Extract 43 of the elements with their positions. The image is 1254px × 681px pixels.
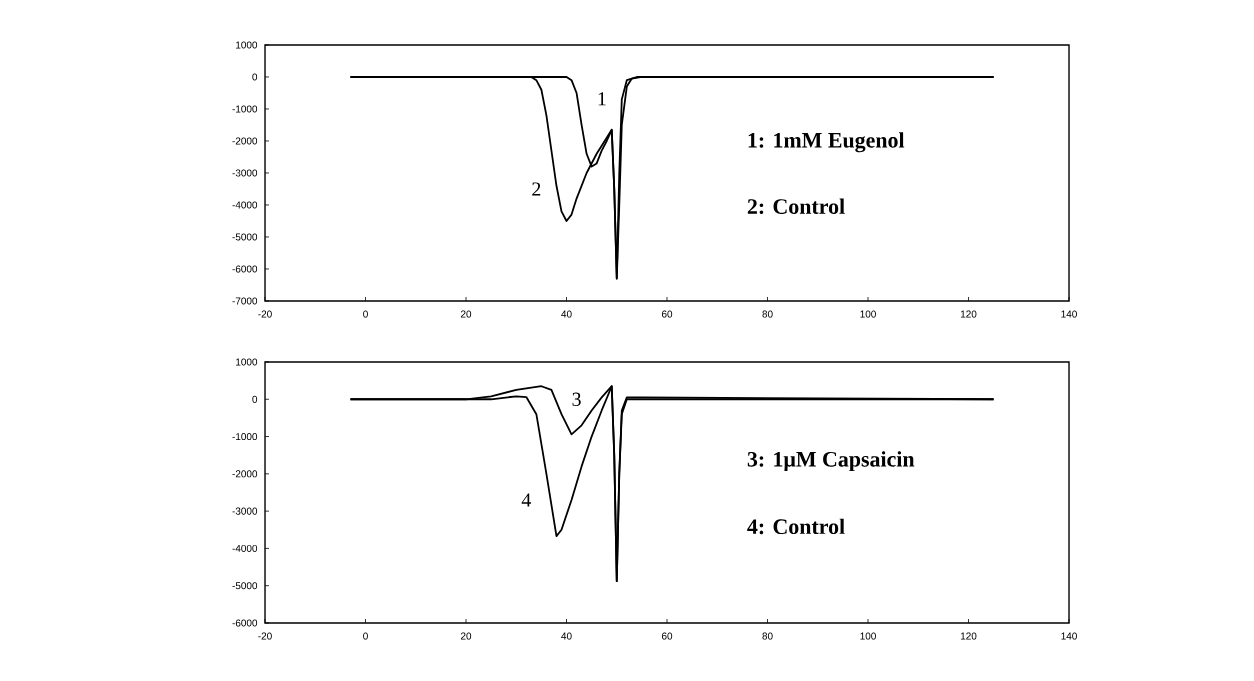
y-tick-label: 1000 xyxy=(236,358,258,366)
annotation: 2: Control xyxy=(747,198,845,215)
y-tick-label: -2000 xyxy=(232,470,258,478)
series-label: 2 xyxy=(532,182,541,196)
y-tick-label: -3000 xyxy=(232,507,258,515)
annotation: 3: 1μM Capsaicin xyxy=(747,451,915,472)
x-tick-label: 140 xyxy=(1061,310,1077,318)
x-tick-label: 140 xyxy=(1061,632,1077,640)
x-tick-label: 100 xyxy=(860,310,876,318)
x-tick-label: 40 xyxy=(561,310,572,318)
x-tick-label: 20 xyxy=(460,310,472,318)
series-label: 1 xyxy=(598,92,606,106)
annotation: 4: Control xyxy=(747,518,845,535)
x-tick-label: 100 xyxy=(860,632,876,640)
y-tick-label: -6000 xyxy=(232,265,258,273)
x-tick-label: 80 xyxy=(762,310,773,318)
x-tick-label: 60 xyxy=(661,632,673,640)
x-tick-label: 60 xyxy=(661,310,673,318)
y-tick-label: 1000 xyxy=(236,41,258,49)
y-tick-label: -3000 xyxy=(232,169,258,177)
y-tick-label: -1000 xyxy=(232,433,258,441)
x-tick-label: -20 xyxy=(258,632,272,640)
x-tick-label: 20 xyxy=(460,632,472,640)
y-tick-label: -7000 xyxy=(232,297,258,305)
x-tick-label: 120 xyxy=(960,310,977,318)
y-tick-label: -5000 xyxy=(232,233,258,241)
x-tick-label: 0 xyxy=(363,632,368,640)
x-tick-label: 0 xyxy=(363,310,368,318)
y-tick-label: 0 xyxy=(252,395,258,403)
y-tick-label: -1000 xyxy=(232,105,258,113)
x-tick-label: 40 xyxy=(561,632,572,640)
y-tick-label: -2000 xyxy=(232,137,258,145)
y-tick-label: -5000 xyxy=(232,582,258,590)
x-tick-label: -20 xyxy=(258,310,272,318)
y-tick-label: -4000 xyxy=(232,544,258,552)
series-label: 3 xyxy=(572,392,581,406)
y-tick-label: 0 xyxy=(252,73,258,81)
x-tick-label: 80 xyxy=(762,632,773,640)
x-tick-label: 120 xyxy=(960,632,977,640)
y-tick-label: -6000 xyxy=(232,619,258,627)
y-tick-label: -4000 xyxy=(232,201,258,209)
annotation: 1: 1mM Eugenol xyxy=(748,132,905,153)
series-label: 4 xyxy=(521,493,531,507)
